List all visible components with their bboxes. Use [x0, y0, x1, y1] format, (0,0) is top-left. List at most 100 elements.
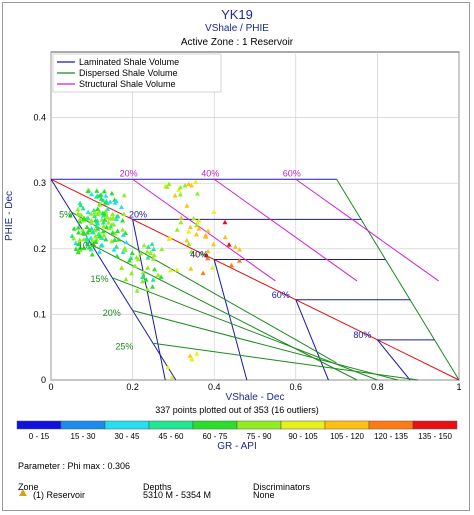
laminated-label: 40% — [190, 249, 208, 259]
data-point — [193, 252, 199, 257]
data-point — [73, 246, 79, 251]
data-point — [113, 244, 119, 249]
data-point — [84, 236, 90, 241]
color-bin-swatch — [60, 420, 106, 430]
data-point — [123, 276, 129, 282]
data-point — [194, 191, 200, 196]
dispersed-label: 10% — [78, 241, 96, 251]
data-point — [75, 206, 81, 212]
data-point — [210, 265, 216, 270]
data-point — [114, 216, 120, 222]
data-point — [75, 241, 81, 247]
color-bin-label: 30 - 45 — [115, 432, 140, 441]
data-point — [194, 351, 200, 356]
data-point — [93, 233, 99, 239]
structural-shale-line — [295, 178, 439, 282]
data-point — [187, 353, 193, 358]
data-point — [97, 202, 103, 207]
data-point — [84, 224, 90, 229]
y-tick-label: 0.1 — [33, 309, 46, 319]
data-point — [104, 224, 110, 230]
data-point — [186, 181, 192, 186]
data-point — [67, 213, 73, 218]
data-point — [144, 286, 150, 291]
data-point — [178, 219, 184, 225]
dispersed-label: 20% — [103, 308, 121, 318]
data-point — [121, 211, 127, 217]
data-point — [182, 182, 188, 188]
color-bin-label: 75 - 90 — [247, 432, 272, 441]
data-point — [186, 229, 192, 234]
data-point — [169, 374, 175, 379]
data-point — [167, 235, 173, 241]
data-point — [115, 228, 121, 233]
data-point — [178, 215, 184, 220]
depths-value: 5310 M - 5354 M — [143, 490, 212, 500]
data-point — [107, 199, 113, 204]
data-point — [150, 277, 156, 282]
structural-shale-line — [213, 178, 358, 282]
data-point — [132, 263, 138, 268]
dispersed-shale-line — [152, 342, 419, 381]
color-bin-label: 0 - 15 — [29, 432, 50, 441]
data-points — [67, 179, 243, 379]
discriminators-header: Discriminators — [253, 482, 311, 492]
data-point — [222, 219, 228, 225]
chart-title: YK19 — [221, 7, 253, 22]
data-point — [75, 225, 81, 230]
legend-label-dispersed: Dispersed Shale Volume — [79, 68, 178, 78]
data-point — [228, 262, 234, 268]
color-bin-swatch — [368, 420, 414, 430]
data-point — [158, 274, 164, 279]
data-point — [196, 217, 202, 223]
data-point — [176, 187, 182, 192]
data-point — [121, 192, 127, 198]
data-point — [92, 213, 98, 219]
y-tick-label: 0.4 — [33, 113, 46, 123]
data-point — [188, 249, 194, 254]
color-bin-swatch — [192, 420, 238, 430]
data-point — [100, 228, 106, 234]
data-point — [193, 231, 199, 237]
data-point — [151, 252, 157, 258]
data-point — [122, 230, 128, 235]
data-point — [103, 236, 109, 242]
data-point — [165, 364, 171, 370]
data-point — [194, 222, 200, 228]
structural-label: 60% — [283, 168, 301, 178]
gr-color-scale: 0 - 15 15 - 30 30 - 45 45 - 60 60 - 75 75 - 9… — [16, 420, 458, 441]
data-point — [85, 230, 91, 235]
laminated-label: 80% — [353, 330, 371, 340]
data-point — [193, 179, 199, 185]
data-point — [101, 210, 107, 216]
data-point — [122, 245, 128, 251]
data-point — [99, 242, 105, 248]
data-point — [75, 249, 81, 255]
data-point — [103, 193, 109, 198]
zone-value: (1) Reservoir — [33, 490, 86, 500]
structural-label: 40% — [201, 168, 219, 178]
data-point — [134, 288, 140, 293]
x-axis-label: VShale - Dec — [226, 392, 285, 403]
data-point — [92, 210, 98, 215]
data-point — [232, 244, 238, 249]
legend-label-structural: Structural Shale Volume — [79, 79, 176, 89]
data-point — [211, 241, 217, 247]
data-point — [187, 224, 193, 230]
color-bin-label: 135 - 150 — [418, 432, 452, 441]
data-point — [199, 251, 205, 256]
data-point — [112, 200, 118, 205]
data-point — [89, 191, 95, 197]
chart-subtitle: VShale / PHIE — [205, 23, 269, 34]
data-point — [85, 215, 91, 221]
x-tick-label: 1 — [456, 382, 461, 392]
data-point — [105, 206, 111, 211]
data-point — [186, 241, 192, 247]
data-point — [110, 216, 116, 221]
data-point — [205, 248, 211, 254]
data-point — [200, 270, 206, 276]
data-point — [129, 270, 135, 276]
data-point — [98, 196, 104, 201]
data-point — [112, 237, 118, 242]
legend-label-laminated: Laminated Shale Volume — [79, 57, 179, 67]
